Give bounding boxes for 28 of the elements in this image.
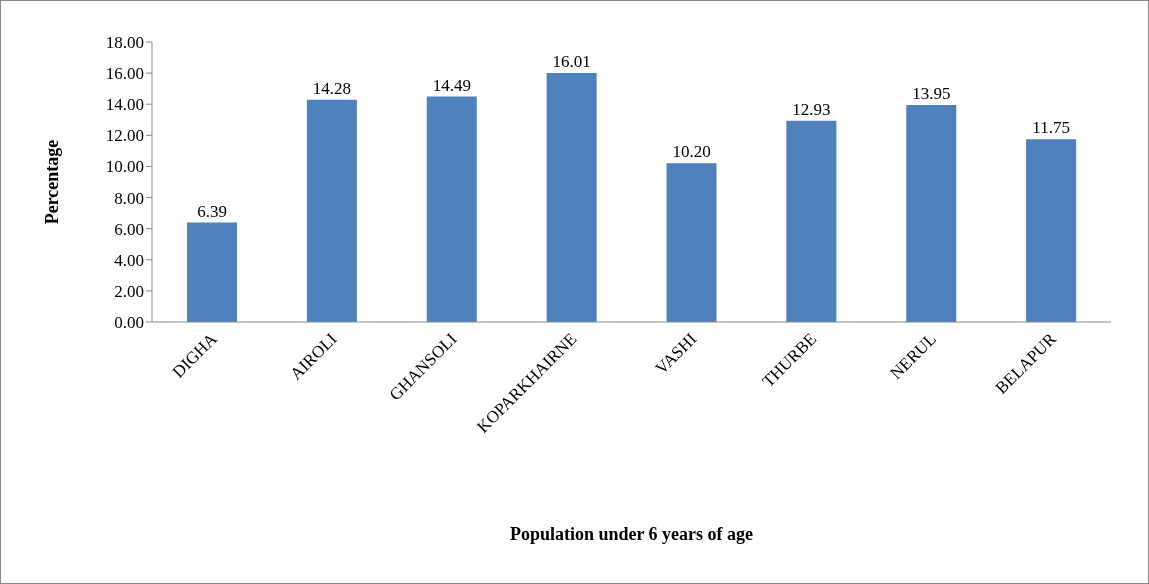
data-label: 16.01 bbox=[552, 51, 591, 71]
y-tick-label: 14.00 bbox=[105, 95, 144, 115]
data-label: 11.75 bbox=[1032, 118, 1070, 138]
y-tick-label: 2.00 bbox=[114, 281, 144, 301]
y-tick-label: 0.00 bbox=[114, 313, 144, 333]
data-label: 14.49 bbox=[432, 75, 471, 95]
data-label: 13.95 bbox=[912, 84, 951, 103]
y-tick-label: 6.00 bbox=[114, 219, 144, 239]
y-tick-label: 16.00 bbox=[105, 64, 144, 84]
y-tick-label: 4.00 bbox=[114, 250, 144, 270]
bar bbox=[786, 120, 837, 322]
bar bbox=[426, 96, 477, 322]
bar bbox=[187, 222, 237, 322]
data-label: 6.39 bbox=[197, 201, 227, 221]
bar bbox=[1026, 139, 1077, 322]
data-label: 12.93 bbox=[792, 99, 831, 119]
data-label: 14.28 bbox=[312, 78, 351, 98]
bar bbox=[666, 163, 717, 322]
bar bbox=[906, 105, 957, 322]
y-axis-title: Percentage bbox=[42, 139, 63, 225]
y-tick-label: 10.00 bbox=[105, 157, 144, 177]
x-axis-title: Population under 6 years of age bbox=[509, 524, 754, 544]
bar bbox=[546, 72, 597, 322]
y-tick-label: 8.00 bbox=[114, 188, 144, 208]
y-tick-label: 18.00 bbox=[105, 33, 144, 53]
y-tick-label: 12.00 bbox=[105, 126, 144, 146]
bar bbox=[306, 99, 357, 322]
data-label: 10.20 bbox=[672, 142, 711, 162]
